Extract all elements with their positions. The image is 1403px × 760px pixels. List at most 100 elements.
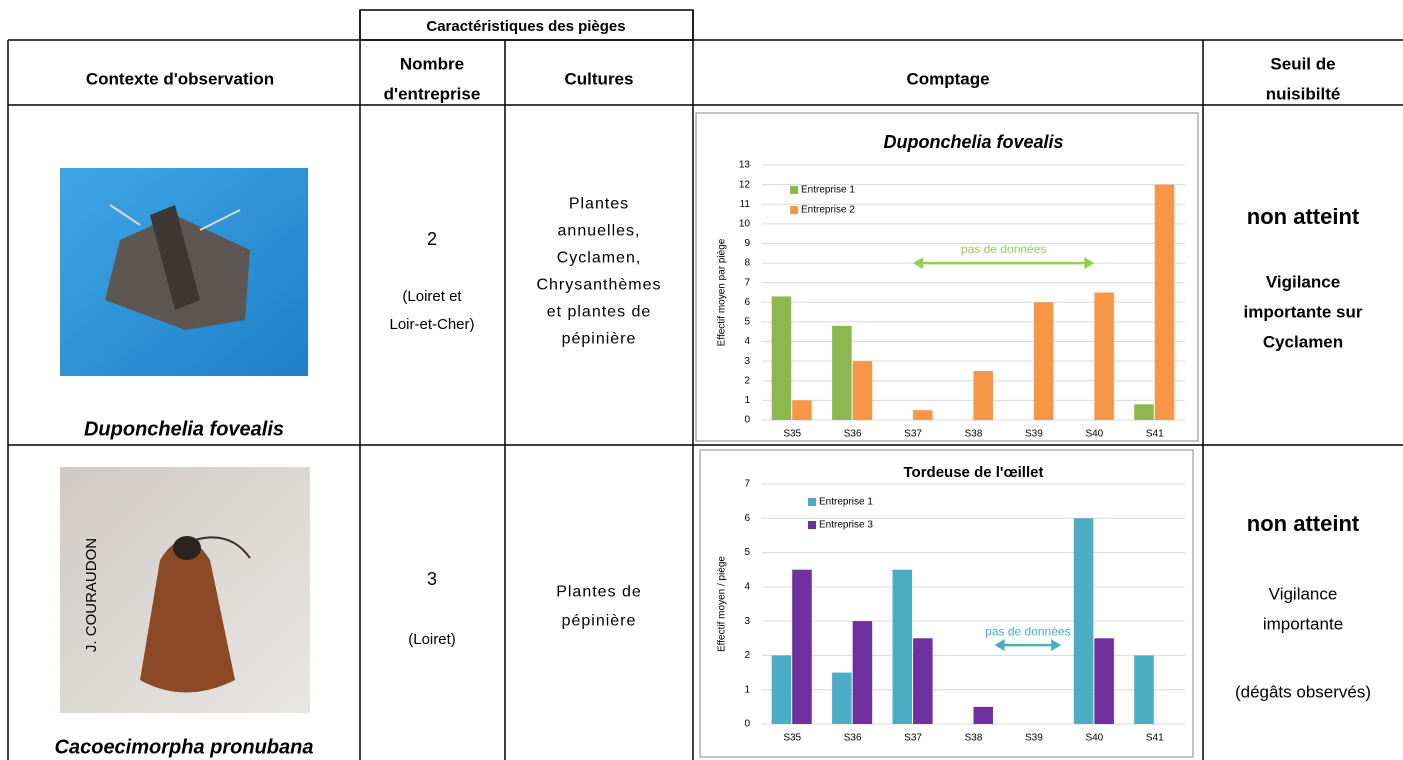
y-tick-label: 12 <box>739 179 751 190</box>
vigilance-note: importante <box>1263 614 1343 633</box>
y-tick-label: 8 <box>744 258 750 269</box>
threshold: non atteint <box>1247 204 1360 229</box>
location: Loir-et-Cher) <box>389 316 474 333</box>
bar <box>832 325 852 420</box>
trap-count: 2 <box>427 229 437 249</box>
y-tick-label: 1 <box>744 395 750 406</box>
y-tick-label: 4 <box>744 581 750 592</box>
column-header: Comptage <box>906 69 989 88</box>
bar <box>1134 404 1154 420</box>
y-tick-label: 5 <box>744 317 750 328</box>
y-tick-label: 3 <box>744 616 750 627</box>
column-header: Cultures <box>565 69 634 88</box>
bar <box>1094 292 1114 420</box>
vigilance-note: Vigilance <box>1266 272 1340 291</box>
bar <box>892 569 913 724</box>
crops: pépinière <box>562 613 637 630</box>
bar <box>1073 518 1094 724</box>
bar <box>913 410 933 420</box>
photo-credit: J. COURAUDON <box>83 538 100 652</box>
bar <box>771 655 792 724</box>
x-tick-label: S39 <box>1025 733 1043 744</box>
legend-label: Entreprise 1 <box>801 185 855 196</box>
chart-title: Tordeuse de l'œillet <box>904 464 1044 481</box>
bar <box>1033 302 1054 420</box>
bar <box>832 672 852 724</box>
bar <box>1094 638 1114 724</box>
table-lines <box>7 9 1403 760</box>
bar <box>1134 655 1154 724</box>
y-tick-label: 7 <box>744 479 750 490</box>
legend-label: Entreprise 3 <box>819 520 873 531</box>
bar <box>792 400 812 420</box>
crops: Plantes <box>569 196 629 213</box>
bar <box>973 370 994 420</box>
x-tick-label: S40 <box>1085 429 1103 440</box>
x-tick-label: S39 <box>1025 429 1043 440</box>
vigilance-note: Vigilance <box>1269 584 1338 603</box>
species-name: Cacoecimorpha pronubana <box>55 736 314 758</box>
x-tick-label: S41 <box>1146 733 1164 744</box>
arrow-head <box>994 639 1005 652</box>
crops: Chrysanthèmes <box>536 277 661 294</box>
y-tick-label: 2 <box>744 650 750 661</box>
column-header: Nombre <box>400 54 464 73</box>
y-tick-label: 11 <box>740 199 751 210</box>
y-tick-label: 0 <box>744 415 750 426</box>
photo-moth-1 <box>60 168 308 376</box>
legend-swatch <box>790 206 798 214</box>
legend-swatch <box>808 521 816 529</box>
x-tick-label: S40 <box>1085 733 1103 744</box>
bar <box>771 296 792 420</box>
bar <box>1154 184 1175 420</box>
chart-frame <box>695 112 1199 442</box>
y-tick-label: 7 <box>744 277 750 288</box>
y-tick-label: 10 <box>739 218 751 229</box>
bar <box>913 638 933 724</box>
x-tick-label: S36 <box>844 733 862 744</box>
arrow-head <box>1084 257 1095 270</box>
crops: annuelles, <box>558 223 641 240</box>
y-tick-label: 5 <box>744 547 750 558</box>
column-header: d'entreprise <box>384 84 481 103</box>
species-name: Duponchelia fovealis <box>84 418 284 440</box>
y-tick-label: 6 <box>744 297 750 308</box>
x-tick-label: S37 <box>904 733 922 744</box>
x-tick-label: S38 <box>965 733 983 744</box>
y-axis-label: Effectif moyen par piège <box>717 238 728 346</box>
legend-swatch <box>808 498 816 506</box>
group-header: Caractéristiques des pièges <box>426 18 625 35</box>
vigilance-note: importante sur <box>1243 302 1362 321</box>
photo-moth-2 <box>60 467 310 713</box>
y-tick-label: 13 <box>739 160 751 171</box>
arrow-head <box>1051 639 1062 652</box>
y-tick-label: 2 <box>744 375 750 386</box>
x-tick-label: S41 <box>1146 429 1164 440</box>
location: (Loiret) <box>408 631 456 648</box>
y-tick-label: 3 <box>744 356 750 367</box>
y-axis-label: Effectif moyen / piège <box>717 556 728 652</box>
crops: pépinière <box>562 331 637 348</box>
crops: Plantes de <box>556 584 642 601</box>
chart-title: Duponchelia fovealis <box>883 132 1063 152</box>
bar <box>973 706 994 724</box>
crops: Cyclamen, <box>557 250 642 267</box>
threshold: non atteint <box>1247 511 1360 536</box>
arrow-head <box>913 257 924 270</box>
trap-count: 3 <box>427 569 437 589</box>
legend-label: Entreprise 2 <box>801 205 855 216</box>
y-tick-label: 4 <box>744 336 750 347</box>
legend-label: Entreprise 1 <box>819 497 873 508</box>
x-tick-label: S35 <box>783 429 801 440</box>
column-header: Seuil de <box>1270 54 1335 73</box>
column-header: nuisibilté <box>1266 84 1341 103</box>
annotation: pas de données <box>985 624 1070 638</box>
x-tick-label: S36 <box>844 429 862 440</box>
annotation: pas de données <box>961 242 1046 256</box>
vigilance-note: Cyclamen <box>1263 332 1343 351</box>
column-header: Contexte d'observation <box>86 69 274 88</box>
bar <box>792 569 812 724</box>
y-tick-label: 1 <box>744 684 750 695</box>
y-tick-label: 6 <box>744 513 750 524</box>
